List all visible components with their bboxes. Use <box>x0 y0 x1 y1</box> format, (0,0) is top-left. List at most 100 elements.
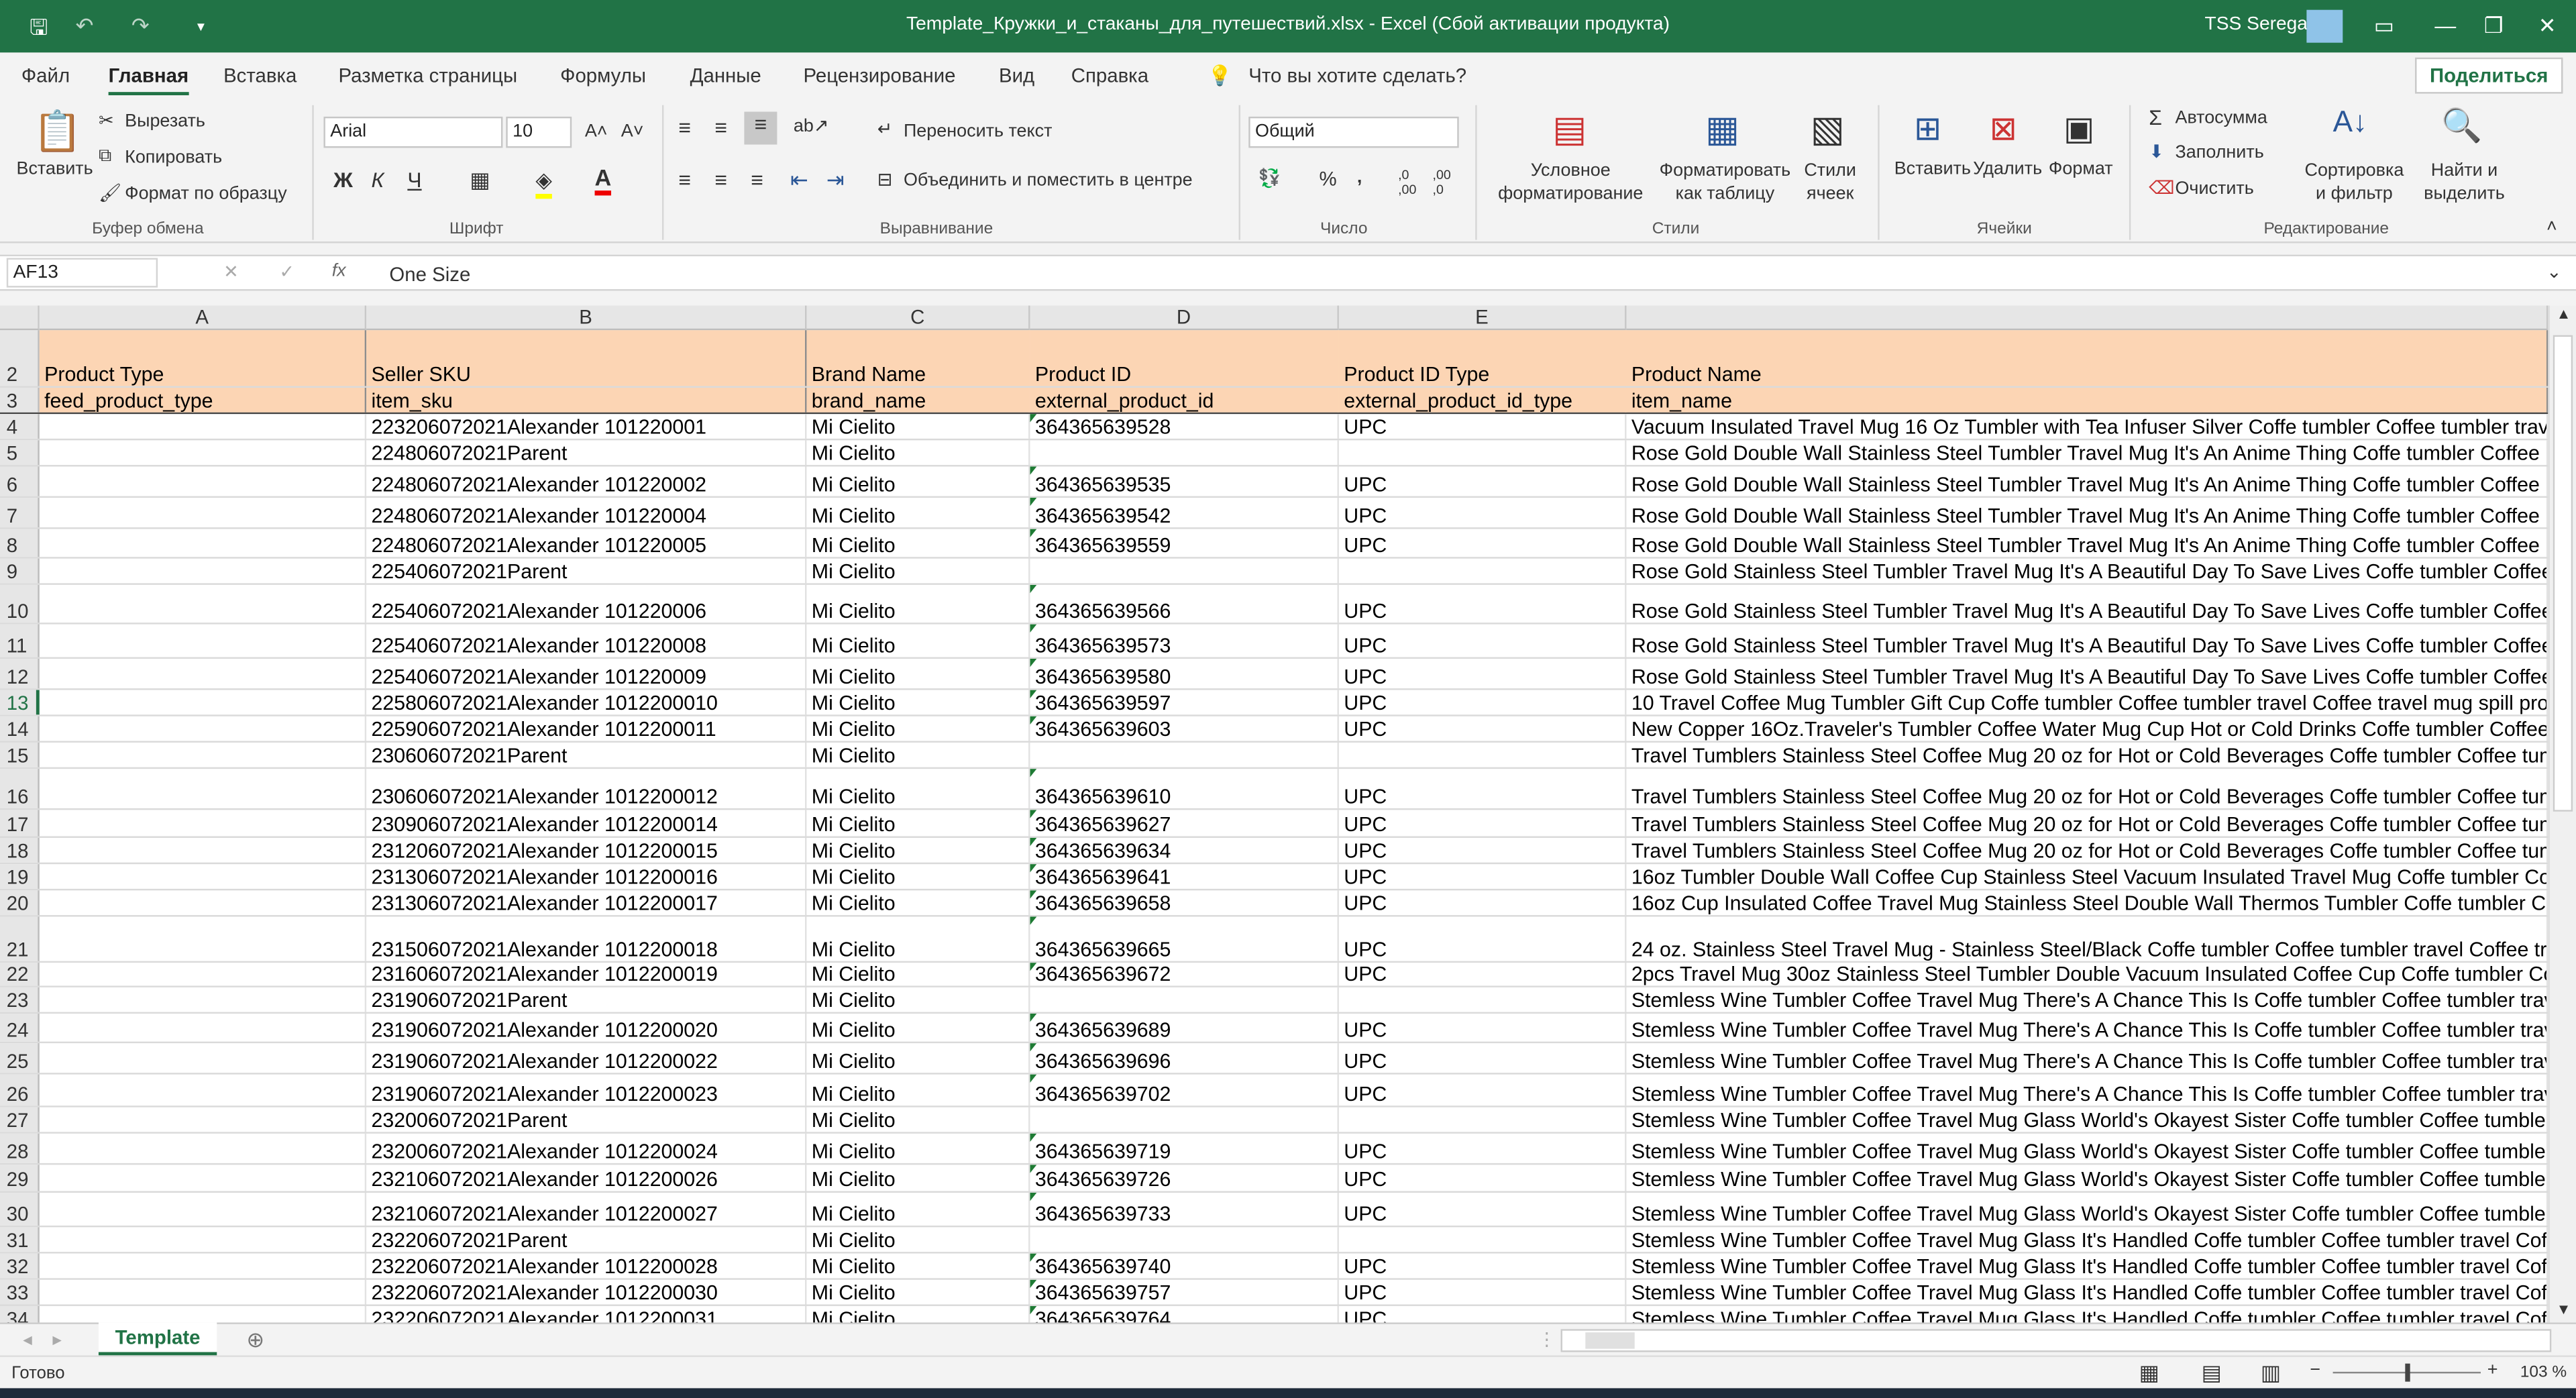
next-sheet-icon[interactable]: ▸ <box>52 1330 62 1351</box>
align-top-icon[interactable]: ≡ <box>678 115 692 140</box>
cell-product-type[interactable] <box>40 916 367 961</box>
row-number[interactable]: 10 <box>0 584 40 623</box>
header-cell[interactable]: Product ID <box>1030 330 1339 386</box>
cell-pid[interactable]: 364365639559 <box>1030 529 1339 557</box>
italic-button[interactable]: К <box>371 167 384 193</box>
cell-type[interactable]: UPC <box>1339 659 1627 689</box>
spreadsheet-grid[interactable]: A B C D E 2 Product Type Seller SKU Brand N… <box>0 305 2548 1323</box>
row-number[interactable]: 28 <box>0 1133 40 1163</box>
cell-product-type[interactable] <box>40 1074 367 1106</box>
cell-product-type[interactable] <box>40 864 367 889</box>
tab-split-handle[interactable]: ⋮ <box>1538 1330 1556 1351</box>
cell-name[interactable]: Stemless Wine Tumbler Coffee Travel Mug … <box>1627 987 2548 1012</box>
autosum-button[interactable]: Автосумма <box>2175 108 2267 129</box>
cell-sku[interactable]: 231506072021Alexander 1012200018 <box>366 916 807 961</box>
format-cells-button[interactable]: Формат <box>2048 159 2113 179</box>
cell-type[interactable]: UPC <box>1339 716 1627 741</box>
cell-product-type[interactable] <box>40 742 367 767</box>
cell-pid[interactable]: 364365639580 <box>1030 659 1339 689</box>
select-all-corner[interactable] <box>0 305 40 331</box>
cell-type[interactable]: UPC <box>1339 624 1627 657</box>
insert-cells-button[interactable]: Вставить <box>1894 159 1971 179</box>
vertical-scrollbar[interactable]: ▲ ▼ <box>2548 305 2576 1323</box>
cell-type[interactable]: UPC <box>1339 1305 1627 1323</box>
scroll-down-icon[interactable]: ▼ <box>2556 1301 2571 1318</box>
font-name-select[interactable]: Arial <box>323 116 503 148</box>
align-bottom-icon[interactable]: ≡ <box>744 111 777 145</box>
minimize-icon[interactable]: — <box>2434 13 2457 38</box>
cell-brand[interactable]: Mi Cielito <box>806 1305 1030 1323</box>
cell-pid[interactable]: 364365639627 <box>1030 810 1339 837</box>
increase-font-icon[interactable]: A˄ <box>584 121 608 142</box>
cell-type[interactable] <box>1339 1227 1627 1252</box>
cell-type[interactable]: UPC <box>1339 890 1627 916</box>
column-header-b[interactable]: B <box>366 305 807 331</box>
orientation-icon[interactable]: ab↗ <box>793 116 829 137</box>
cell-sku[interactable]: 232206072021Alexander 1012200030 <box>366 1279 807 1305</box>
cell-sku[interactable]: 224806072021Alexander 101220005 <box>366 529 807 557</box>
cell-brand[interactable]: Mi Cielito <box>806 716 1030 741</box>
cell-type[interactable]: UPC <box>1339 1253 1627 1279</box>
cell-sku[interactable]: 225406072021Alexander 101220009 <box>366 659 807 689</box>
paste-button[interactable]: Вставить <box>16 159 93 179</box>
tab-formulas[interactable]: Формулы <box>560 64 646 87</box>
cell-name[interactable]: Stemless Wine Tumbler Coffee Travel Mug … <box>1627 1165 2548 1191</box>
cell-pid[interactable]: 364365639641 <box>1030 864 1339 889</box>
horizontal-scroll-thumb[interactable] <box>1585 1332 1635 1349</box>
cell-type[interactable]: UPC <box>1339 810 1627 837</box>
header-cell[interactable]: Brand Name <box>806 330 1030 386</box>
cell-sku[interactable]: 225806072021Alexander 1012200010 <box>366 690 807 715</box>
find-select-button[interactable]: Найти и выделить <box>2424 161 2505 204</box>
cell-name[interactable]: 10 Travel Coffee Mug Tumbler Gift Cup Co… <box>1627 690 2548 715</box>
row-number[interactable]: 26 <box>0 1074 40 1106</box>
cell-product-type[interactable] <box>40 1305 367 1323</box>
cell-brand[interactable]: Mi Cielito <box>806 742 1030 767</box>
copy-button[interactable]: Копировать <box>125 148 223 168</box>
cell-brand[interactable]: Mi Cielito <box>806 1107 1030 1132</box>
horizontal-scrollbar[interactable] <box>1560 1329 2552 1352</box>
header-cell[interactable]: Product Type <box>39 330 367 386</box>
cell-name[interactable]: Rose Gold Double Wall Stainless Steel Tu… <box>1627 440 2548 466</box>
row-number[interactable]: 17 <box>0 810 40 837</box>
avatar[interactable] <box>2306 9 2343 43</box>
row-number[interactable]: 33 <box>0 1279 40 1305</box>
zoom-in-icon[interactable]: + <box>2487 1360 2498 1381</box>
cell-pid[interactable]: 364365639542 <box>1030 498 1339 528</box>
cell-name[interactable]: Stemless Wine Tumbler Coffee Travel Mug … <box>1627 1192 2548 1226</box>
cell-type[interactable]: UPC <box>1339 498 1627 528</box>
align-middle-icon[interactable]: ≡ <box>714 115 727 140</box>
row-number[interactable]: 34 <box>0 1305 40 1323</box>
cell-pid[interactable]: 364365639689 <box>1030 1014 1339 1042</box>
cell-pid[interactable]: 364365639573 <box>1030 624 1339 657</box>
cell-sku[interactable]: 225406072021Alexander 101220006 <box>366 584 807 623</box>
header-cell[interactable]: feed_product_type <box>39 387 367 413</box>
cell-product-type[interactable] <box>40 1227 367 1252</box>
row-number[interactable]: 23 <box>0 987 40 1012</box>
cell-name[interactable]: Rose Gold Stainless Steel Tumbler Travel… <box>1627 659 2548 689</box>
cell-product-type[interactable] <box>40 810 367 837</box>
cell-product-type[interactable] <box>40 440 367 466</box>
cell-sku[interactable]: 231206072021Alexander 1012200015 <box>366 837 807 863</box>
cell-pid[interactable]: 364365639764 <box>1030 1305 1339 1323</box>
cell-brand[interactable]: Mi Cielito <box>806 624 1030 657</box>
cell-sku[interactable]: 232206072021Parent <box>366 1227 807 1252</box>
cell-type[interactable]: UPC <box>1339 414 1627 439</box>
enter-icon[interactable]: ✓ <box>279 262 294 283</box>
cell-brand[interactable]: Mi Cielito <box>806 1133 1030 1163</box>
tab-help[interactable]: Справка <box>1071 64 1149 87</box>
page-break-view-icon[interactable]: ▥ <box>2260 1360 2281 1385</box>
cell-name[interactable]: Stemless Wine Tumbler Coffee Travel Mug … <box>1627 1107 2548 1132</box>
cell-sku[interactable]: 231306072021Alexander 1012200016 <box>366 864 807 889</box>
font-color-icon[interactable]: A <box>594 164 612 196</box>
cell-type[interactable] <box>1339 987 1627 1012</box>
cut-button[interactable]: Вырезать <box>125 111 205 131</box>
cell-brand[interactable]: Mi Cielito <box>806 690 1030 715</box>
cell-type[interactable]: UPC <box>1339 916 1627 961</box>
row-number[interactable]: 6 <box>0 466 40 496</box>
cell-sku[interactable]: 232106072021Alexander 1012200026 <box>366 1165 807 1191</box>
cell-sku[interactable]: 224806072021Alexander 101220004 <box>366 498 807 528</box>
row-number[interactable]: 24 <box>0 1014 40 1042</box>
cell-name[interactable]: Rose Gold Stainless Steel Tumbler Travel… <box>1627 624 2548 657</box>
row-number[interactable]: 4 <box>0 414 40 439</box>
cell-pid[interactable]: 364365639566 <box>1030 584 1339 623</box>
